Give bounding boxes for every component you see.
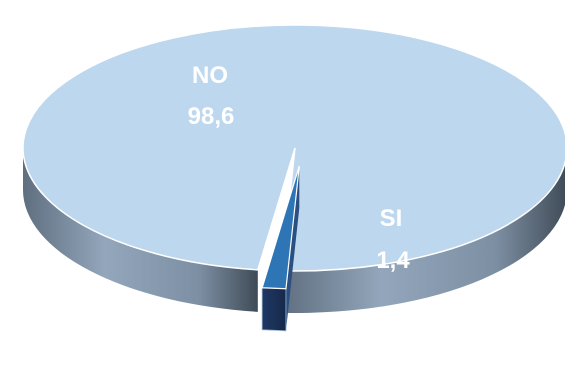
slice-no-side-left	[23, 148, 258, 312]
slice-no	[22, 24, 565, 272]
slice-label-si-category: SI	[380, 205, 403, 232]
slice-si-cut	[285, 165, 300, 331]
slice-label-si-value: 1,4	[376, 247, 410, 274]
slice-label-no-category: NO	[192, 62, 228, 89]
slice-si	[261, 165, 300, 290]
pie-slices	[22, 24, 565, 332]
data-labels: NO 98,6 SI 1,4	[188, 62, 411, 274]
slice-label-no-value: 98,6	[188, 103, 235, 130]
slice-si-side	[261, 287, 287, 332]
slice-no-side-right	[281, 162, 565, 313]
